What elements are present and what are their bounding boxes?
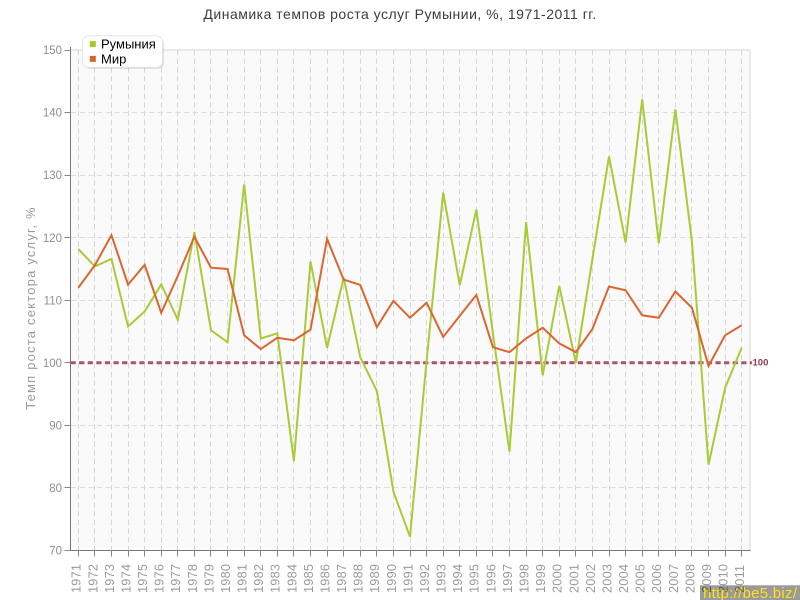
svg-text:http://be5.biz/: http://be5.biz/: [703, 585, 798, 600]
svg-text:1972: 1972: [85, 564, 100, 593]
svg-text:150: 150: [43, 45, 62, 57]
svg-text:1991: 1991: [400, 564, 415, 593]
svg-text:2002: 2002: [583, 564, 598, 593]
svg-text:1985: 1985: [301, 564, 316, 593]
svg-text:2010: 2010: [716, 564, 731, 593]
svg-text:1988: 1988: [351, 564, 366, 593]
svg-text:1973: 1973: [102, 564, 117, 593]
svg-text:2003: 2003: [599, 564, 614, 593]
svg-text:2009: 2009: [699, 564, 714, 593]
svg-text:1999: 1999: [533, 564, 548, 593]
svg-text:1979: 1979: [201, 564, 216, 593]
svg-text:2007: 2007: [666, 564, 681, 593]
svg-text:1996: 1996: [483, 564, 498, 593]
svg-text:1995: 1995: [467, 564, 482, 593]
svg-text:1982: 1982: [251, 564, 266, 593]
svg-text:110: 110: [44, 295, 62, 307]
svg-text:2001: 2001: [566, 564, 581, 593]
svg-text:1998: 1998: [517, 564, 532, 593]
svg-text:Динамика темпов роста услуг Ру: Динамика темпов роста услуг Румынии, %, …: [203, 6, 596, 22]
svg-text:1997: 1997: [500, 564, 515, 593]
svg-text:1986: 1986: [317, 564, 332, 593]
svg-text:1983: 1983: [268, 564, 283, 593]
svg-text:1987: 1987: [334, 564, 349, 593]
svg-text:1980: 1980: [218, 564, 233, 593]
svg-text:2011: 2011: [732, 565, 747, 593]
svg-text:1993: 1993: [434, 564, 449, 593]
svg-text:1992: 1992: [417, 564, 432, 593]
svg-text:120: 120: [43, 233, 62, 245]
svg-text:Мир: Мир: [101, 52, 126, 67]
svg-text:2000: 2000: [550, 564, 565, 593]
svg-text:Темп роста сектора услуг, %: Темп роста сектора услуг, %: [23, 206, 38, 410]
svg-text:1984: 1984: [284, 564, 299, 593]
svg-text:1977: 1977: [168, 564, 183, 593]
svg-text:90: 90: [49, 420, 62, 432]
svg-text:1989: 1989: [367, 564, 382, 593]
svg-text:1974: 1974: [118, 564, 133, 593]
svg-text:140: 140: [43, 108, 62, 120]
svg-text:1971: 1971: [69, 564, 84, 593]
svg-text:1990: 1990: [384, 564, 399, 593]
svg-text:Румыния: Румыния: [101, 37, 156, 52]
svg-text:1978: 1978: [185, 564, 200, 593]
svg-text:80: 80: [49, 483, 62, 495]
svg-text:100: 100: [753, 357, 769, 368]
svg-text:130: 130: [43, 170, 62, 182]
svg-text:1994: 1994: [450, 564, 465, 593]
svg-text:2008: 2008: [682, 564, 697, 593]
svg-text:1981: 1981: [235, 564, 250, 593]
svg-text:2004: 2004: [616, 564, 631, 593]
svg-text:100: 100: [43, 358, 62, 370]
svg-text:1976: 1976: [152, 564, 167, 593]
svg-text:1975: 1975: [135, 564, 150, 593]
svg-text:2006: 2006: [649, 564, 664, 593]
svg-text:2005: 2005: [633, 564, 648, 593]
svg-text:70: 70: [49, 546, 62, 558]
